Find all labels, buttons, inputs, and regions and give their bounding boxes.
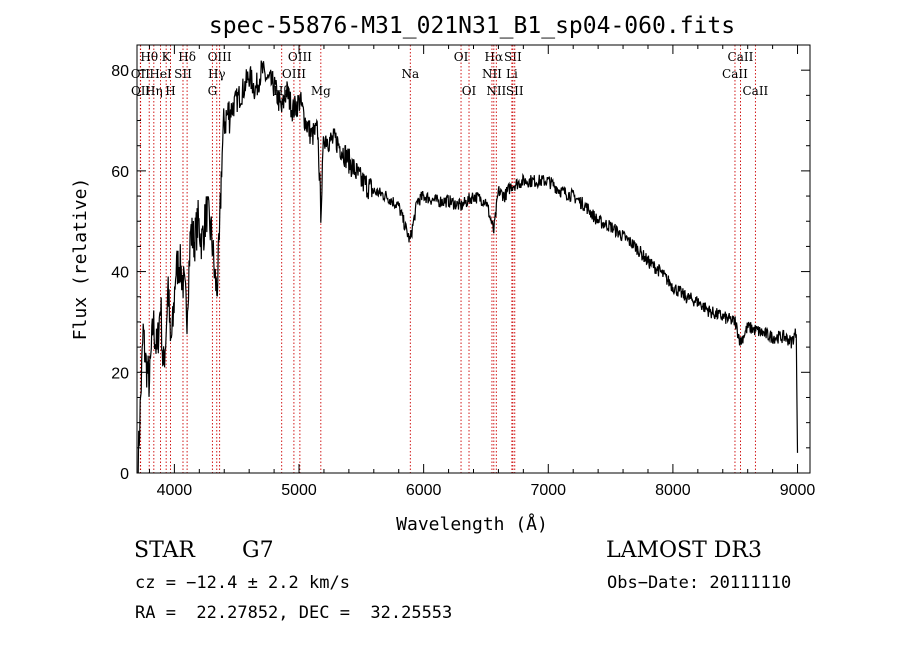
x-tick-label: 8000 [655,482,691,499]
y-tick-label: 40 [111,265,129,282]
line-marker-label: Li [506,67,518,81]
line-marker-label: OI [462,84,477,98]
line-marker-label: H [165,84,175,98]
spectrum-series-line [137,60,799,474]
line-marker-label: CaII [742,84,768,98]
x-tick-label: 6000 [406,482,442,499]
line-marker-label: Hθ [140,50,158,64]
y-tick-label: 80 [111,63,129,80]
line-marker-label: Hα [485,50,504,64]
line-marker-label: OIII [282,67,306,81]
line-marker-label: OIII [288,50,312,64]
y-tick-label: 0 [120,466,129,483]
x-tick-label: 9000 [780,482,816,499]
x-tick-label: 7000 [530,482,566,499]
line-marker-label: Hδ [178,50,196,64]
line-marker-label: NII [482,67,502,81]
x-tick-label: 5000 [281,482,317,499]
line-marker-label: Mg [311,84,331,98]
line-marker-label: NII [486,84,506,98]
line-marker-label: K [162,50,172,64]
y-axis-label: Flux (relative) [70,178,91,341]
y-tick-label: 60 [111,164,129,181]
object-class: STAR [134,538,195,563]
x-tick-label: 4000 [157,482,193,499]
line-marker-label: SII [174,67,192,81]
line-marker-label: OI [454,50,469,64]
line-marker-label: SII [504,50,522,64]
chart-title: spec-55876-M31_021N31_B1_sp04-060.fits [209,13,735,39]
line-marker-label: CaII [722,67,748,81]
line-marker-label: Hη [145,84,163,98]
y-tick-label: 20 [111,365,129,382]
line-marker-label: Hγ [208,67,226,81]
coordinates: RA = 22.27852, DEC = 32.25553 [135,603,453,623]
line-marker-label: Na [401,67,419,81]
obs-date: Obs−Date: 20111110 [607,573,792,593]
line-marker-label: OII [131,84,151,98]
plot-frame [136,44,811,474]
redshift-readout: cz = −12.4 ± 2.2 km/s [135,573,350,593]
line-marker-label: G [208,84,218,98]
survey-name: LAMOST DR3 [606,538,762,563]
object-subclass: G7 [242,538,274,563]
line-marker-label: CaII [728,50,754,64]
line-marker-label: OIII [208,50,232,64]
x-axis-label: Wavelength (Å) [396,513,548,535]
axis-ticks-layer: 4000 5000 6000 7000 8000 9000 0 20 40 60 80 [111,45,815,499]
line-marker-label: HeI [149,67,172,81]
line-marker-label: SII [506,84,524,98]
